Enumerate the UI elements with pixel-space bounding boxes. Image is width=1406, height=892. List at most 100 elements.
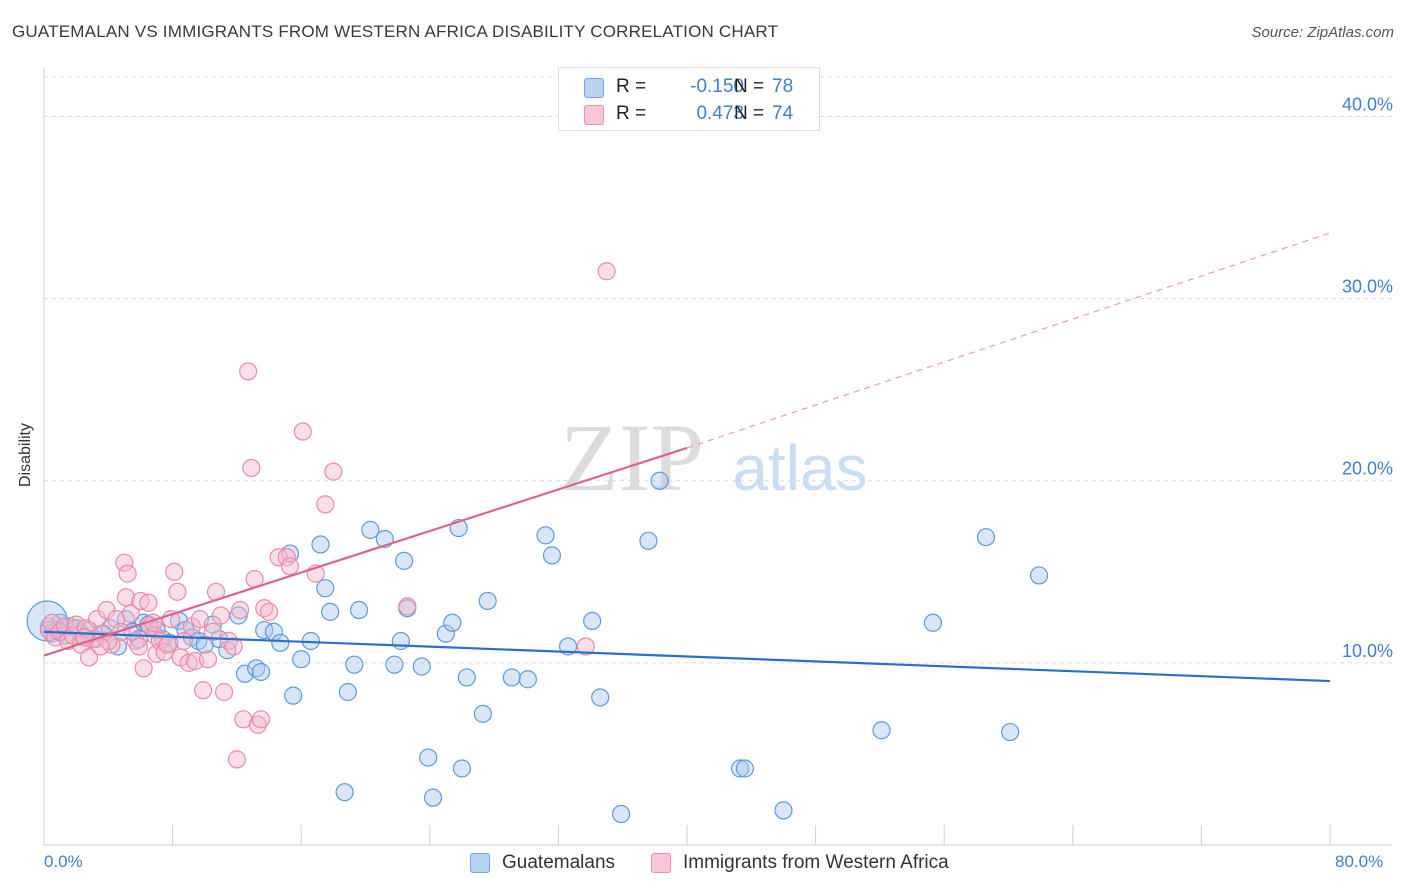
data-point xyxy=(179,653,198,672)
data-point xyxy=(293,422,312,441)
data-point xyxy=(872,721,891,740)
data-point xyxy=(361,520,380,539)
data-point xyxy=(391,631,410,651)
data-point xyxy=(398,597,417,616)
data-point xyxy=(231,600,250,620)
data-point xyxy=(321,602,340,621)
data-point xyxy=(1001,722,1020,742)
legend-n-label: N = xyxy=(734,76,765,97)
data-point xyxy=(248,715,267,734)
data-point xyxy=(97,600,116,620)
data-point xyxy=(1029,566,1049,585)
data-point xyxy=(280,557,300,576)
data-point xyxy=(194,681,213,700)
series-western-africa xyxy=(39,262,616,769)
data-point xyxy=(311,535,330,554)
data-point xyxy=(91,637,110,656)
data-point xyxy=(251,662,271,682)
data-point xyxy=(87,610,107,629)
watermark-zip: ZIP xyxy=(560,404,704,511)
data-point xyxy=(239,362,258,381)
trend-line-western-africa xyxy=(43,446,688,657)
y-tick-label: 10.0% xyxy=(1342,641,1393,661)
legend-r-label: R = xyxy=(616,76,647,97)
data-point xyxy=(271,633,290,652)
data-point xyxy=(121,604,140,623)
data-point xyxy=(473,704,492,723)
data-point xyxy=(611,804,631,824)
y-tick-label: 30.0% xyxy=(1342,277,1393,297)
data-point xyxy=(227,750,246,769)
axes xyxy=(43,68,1392,846)
data-point xyxy=(112,622,131,641)
data-point xyxy=(335,783,354,802)
data-point xyxy=(502,668,521,687)
correlation-legend: R = -0.150 N = 78 R = 0.473 N = 74 xyxy=(558,67,820,131)
data-point xyxy=(316,495,335,514)
data-point xyxy=(134,659,153,678)
data-point xyxy=(542,546,562,565)
data-point xyxy=(139,593,158,612)
data-point xyxy=(923,613,943,632)
data-point xyxy=(436,624,455,643)
data-point xyxy=(251,710,271,729)
data-point xyxy=(583,611,602,631)
data-point xyxy=(284,686,303,705)
legend-swatch-western-africa xyxy=(584,105,604,125)
watermark-atlas: atlas xyxy=(732,432,867,504)
data-point xyxy=(292,650,311,669)
data-point xyxy=(324,462,343,481)
data-point xyxy=(345,655,364,674)
data-point xyxy=(118,564,137,583)
data-point xyxy=(394,551,414,570)
legend-r-value: 0.473 xyxy=(696,103,744,124)
trend-lines xyxy=(43,232,1331,683)
trend-line-guatemalans xyxy=(43,630,1331,683)
data-point xyxy=(108,637,128,656)
legend-n-label: N = xyxy=(734,103,765,124)
data-point xyxy=(443,613,462,632)
data-point xyxy=(203,622,222,641)
data-point xyxy=(338,682,357,702)
data-point xyxy=(214,682,234,702)
trend-line-extension xyxy=(686,232,1331,449)
data-point xyxy=(126,631,145,651)
x-tick-label-min: 0.0% xyxy=(44,852,83,871)
data-point xyxy=(457,668,476,687)
data-point xyxy=(165,562,184,581)
data-point xyxy=(115,553,134,572)
data-point xyxy=(116,588,136,607)
data-point xyxy=(316,579,335,598)
y-tick-labels: 10.0% 20.0% 30.0% 40.0% xyxy=(1342,94,1393,660)
legend-n-value: 78 xyxy=(772,76,794,97)
series-label-western-africa: Immigrants from Western Africa xyxy=(683,852,949,873)
data-point xyxy=(597,262,616,281)
data-point xyxy=(735,759,754,778)
legend-swatch-guatemalans xyxy=(584,78,604,98)
data-points xyxy=(26,262,1049,824)
data-point xyxy=(235,664,255,683)
data-point xyxy=(79,648,99,667)
legend-r-label: R = xyxy=(616,103,647,124)
data-point xyxy=(158,635,177,654)
series-swatch-western-africa xyxy=(651,853,671,873)
data-point xyxy=(639,531,658,550)
data-point xyxy=(423,788,443,807)
data-point xyxy=(452,759,472,778)
data-point xyxy=(478,591,497,611)
x-tick-label-max: 80.0% xyxy=(1335,852,1384,871)
data-point xyxy=(259,602,279,621)
data-point xyxy=(219,631,238,651)
data-point xyxy=(518,670,537,689)
data-point xyxy=(190,610,210,629)
data-point xyxy=(242,458,261,478)
source-label: Source: ZipAtlas.com xyxy=(1251,24,1394,41)
y-tick-label: 20.0% xyxy=(1342,459,1393,479)
data-point xyxy=(730,759,750,778)
data-point xyxy=(591,688,610,707)
data-point xyxy=(976,528,996,547)
data-point xyxy=(650,471,669,490)
data-point xyxy=(385,655,404,674)
data-point xyxy=(168,582,187,601)
